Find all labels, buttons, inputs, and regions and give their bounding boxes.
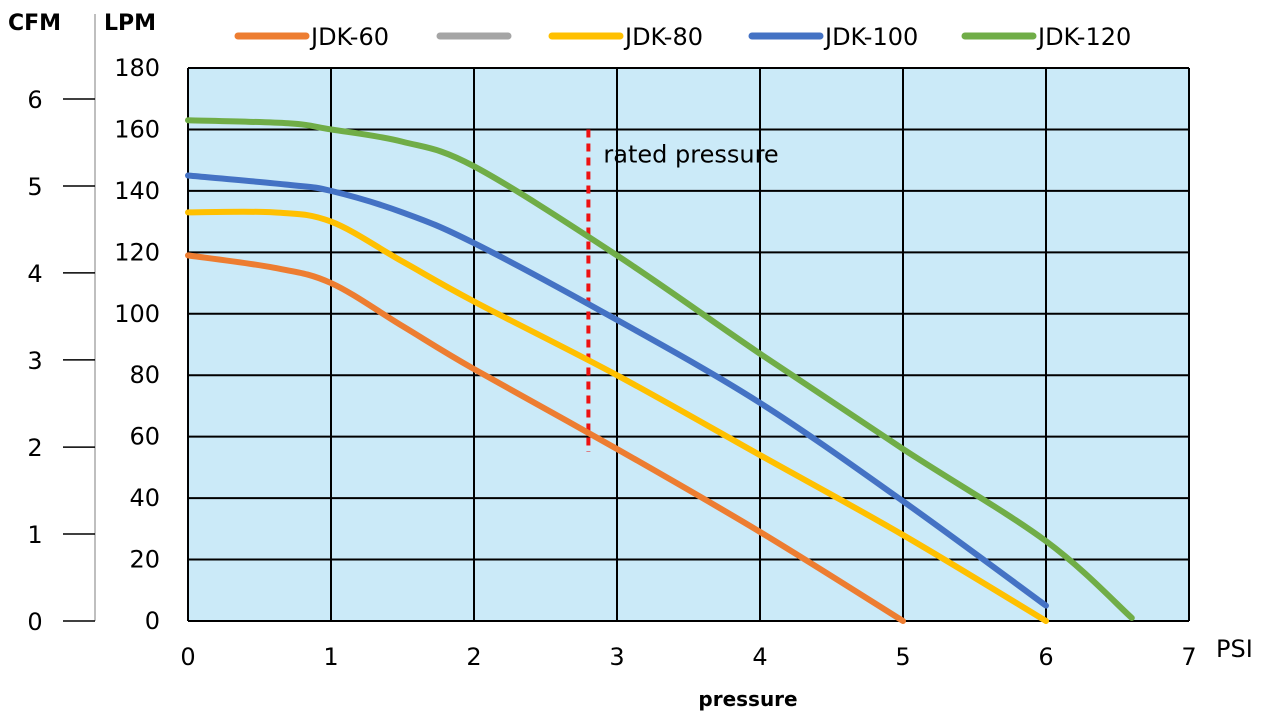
x-tick-label: 6: [1038, 643, 1053, 671]
x-tick-label: 4: [752, 643, 767, 671]
x-tick-label: 5: [895, 643, 910, 671]
series-line-jdk-60: [185, 252, 906, 624]
x-tick-label: 1: [323, 643, 338, 671]
legend-label: JDK-100: [823, 23, 918, 51]
grid: [187, 67, 1190, 622]
x-axis-label: pressure: [698, 687, 797, 711]
y-tick-label: 140: [114, 177, 160, 205]
y-tick-label: 160: [114, 115, 160, 143]
cfm-tick-label: 1: [27, 521, 42, 549]
y-tick-label: 20: [129, 546, 160, 574]
x-tick-label: 0: [180, 643, 195, 671]
y-tick-label: 80: [129, 361, 160, 389]
y-tick-label: 180: [114, 54, 160, 82]
legend: JDK-60 JDK-80 JDK-100 JDK-120: [234, 23, 1131, 51]
cfm-axis: 0 1 2 3 4 5 6: [27, 14, 96, 636]
y-tick-label: 120: [114, 238, 160, 266]
series-line-jdk-80: [185, 208, 1049, 624]
plot-background: [188, 68, 1189, 621]
y-tick-label: 60: [129, 423, 160, 451]
rated-pressure-annotation: rated pressure: [586, 129, 779, 453]
x-tick-label: 7: [1181, 643, 1196, 671]
legend-label: JDK-120: [1036, 23, 1131, 51]
series-line-jdk-100: [185, 172, 1049, 609]
y-tick-labels: 0 20 40 60 80 100 120 140 160 180: [114, 54, 160, 635]
cfm-tick-label: 3: [27, 347, 42, 375]
y-tick-label: 0: [145, 607, 160, 635]
cfm-tick-label: 4: [27, 260, 42, 288]
x-tick-label: 2: [466, 643, 481, 671]
lpm-unit-label: LPM: [104, 11, 156, 36]
series-line-jdk-120: [185, 117, 1135, 621]
y-tick-label: 100: [114, 300, 160, 328]
cfm-unit-label: CFM: [8, 11, 61, 36]
legend-label: JDK-60: [309, 23, 389, 51]
rated-pressure-label: rated pressure: [603, 140, 778, 168]
y-tick-label: 40: [129, 484, 160, 512]
cfm-tick-label: 5: [27, 173, 42, 201]
psi-unit-label: PSI: [1216, 635, 1253, 663]
series-lines: [185, 117, 1135, 624]
x-tick-labels: 0 1 2 3 4 5 6 7: [180, 643, 1196, 671]
cfm-tick-label: 6: [27, 86, 42, 114]
x-tick-label: 3: [609, 643, 624, 671]
legend-label: JDK-80: [623, 23, 703, 51]
cfm-tick-label: 0: [27, 608, 42, 636]
cfm-tick-label: 2: [27, 434, 42, 462]
